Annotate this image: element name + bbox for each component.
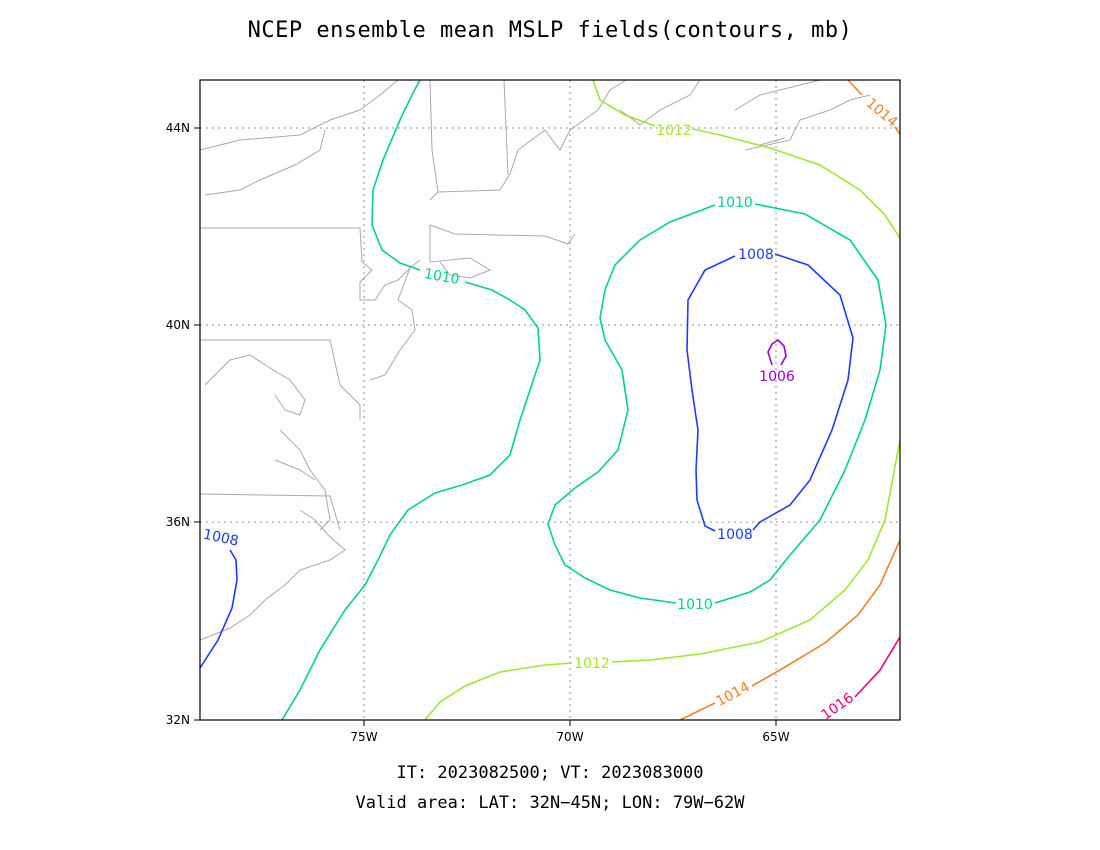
border-pennsylvania (200, 227, 421, 301)
contour-label-1014-north: 1014 (863, 95, 901, 130)
contour-label-1008-north: 1008 (738, 247, 774, 263)
caption-times: IT: 2023082500; VT: 2023083000 (396, 763, 704, 783)
contour-label-1006: 1006 (759, 369, 795, 385)
map-title: NCEP ensemble mean MSLP fields(contours,… (247, 18, 853, 43)
contour-1012-north (592, 79, 901, 239)
coastline-long-island (429, 191, 576, 279)
contour-label-1008-west: 1008 (202, 527, 240, 550)
contour-label-1008-south: 1008 (717, 527, 753, 543)
contour-1014-south (679, 539, 901, 721)
contour-1016 (854, 636, 901, 698)
coastline-new-jersey (369, 267, 416, 381)
contour-label-1014-south: 1014 (714, 679, 753, 710)
contour-1010-east (547, 203, 887, 604)
lat-tick-label: 36N (166, 515, 190, 529)
contour-label-1012-south: 1012 (574, 656, 610, 672)
border-maryland (200, 339, 361, 420)
contour-label-1010-north: 1010 (717, 195, 753, 211)
contour-labels: 1006 1008 1008 1008 1010 1010 1010 1012 … (202, 95, 901, 723)
caption-area: Valid area: LAT: 32N−45N; LON: 79W−62W (355, 793, 745, 813)
contour-label-1016: 1016 (819, 690, 857, 724)
contour-1012-south (424, 439, 901, 721)
contours (199, 79, 901, 721)
coastline-chesapeake (204, 354, 331, 531)
contour-1008-east (686, 253, 854, 532)
coastline-new-england (429, 79, 627, 193)
tick-labels: 44N 40N 36N 32N 75W 70W 65W (166, 121, 790, 744)
coastline-nova-scotia (619, 79, 871, 151)
border-virginia (199, 493, 341, 531)
lon-tick-label: 65W (762, 730, 789, 744)
lat-tick-label: 32N (166, 713, 190, 727)
coastlines (199, 79, 871, 641)
contour-label-1012-north: 1012 (656, 123, 692, 139)
coastline-carolina (199, 509, 346, 641)
grid-lines (200, 80, 900, 720)
contour-label-1010-nj: 1010 (423, 266, 461, 288)
contour-1008-west (199, 549, 238, 669)
contour-1006 (767, 338, 787, 366)
lon-tick-label: 75W (350, 730, 377, 744)
border-canada (199, 79, 399, 196)
contour-1014-north (847, 79, 901, 135)
tick-marks (194, 127, 777, 726)
contour-label-1010-south: 1010 (677, 597, 713, 613)
lat-tick-label: 44N (166, 121, 190, 135)
contour-1010-west (281, 79, 541, 721)
lat-tick-label: 40N (166, 318, 190, 332)
lon-tick-label: 70W (556, 730, 583, 744)
map-frame (199, 79, 901, 721)
